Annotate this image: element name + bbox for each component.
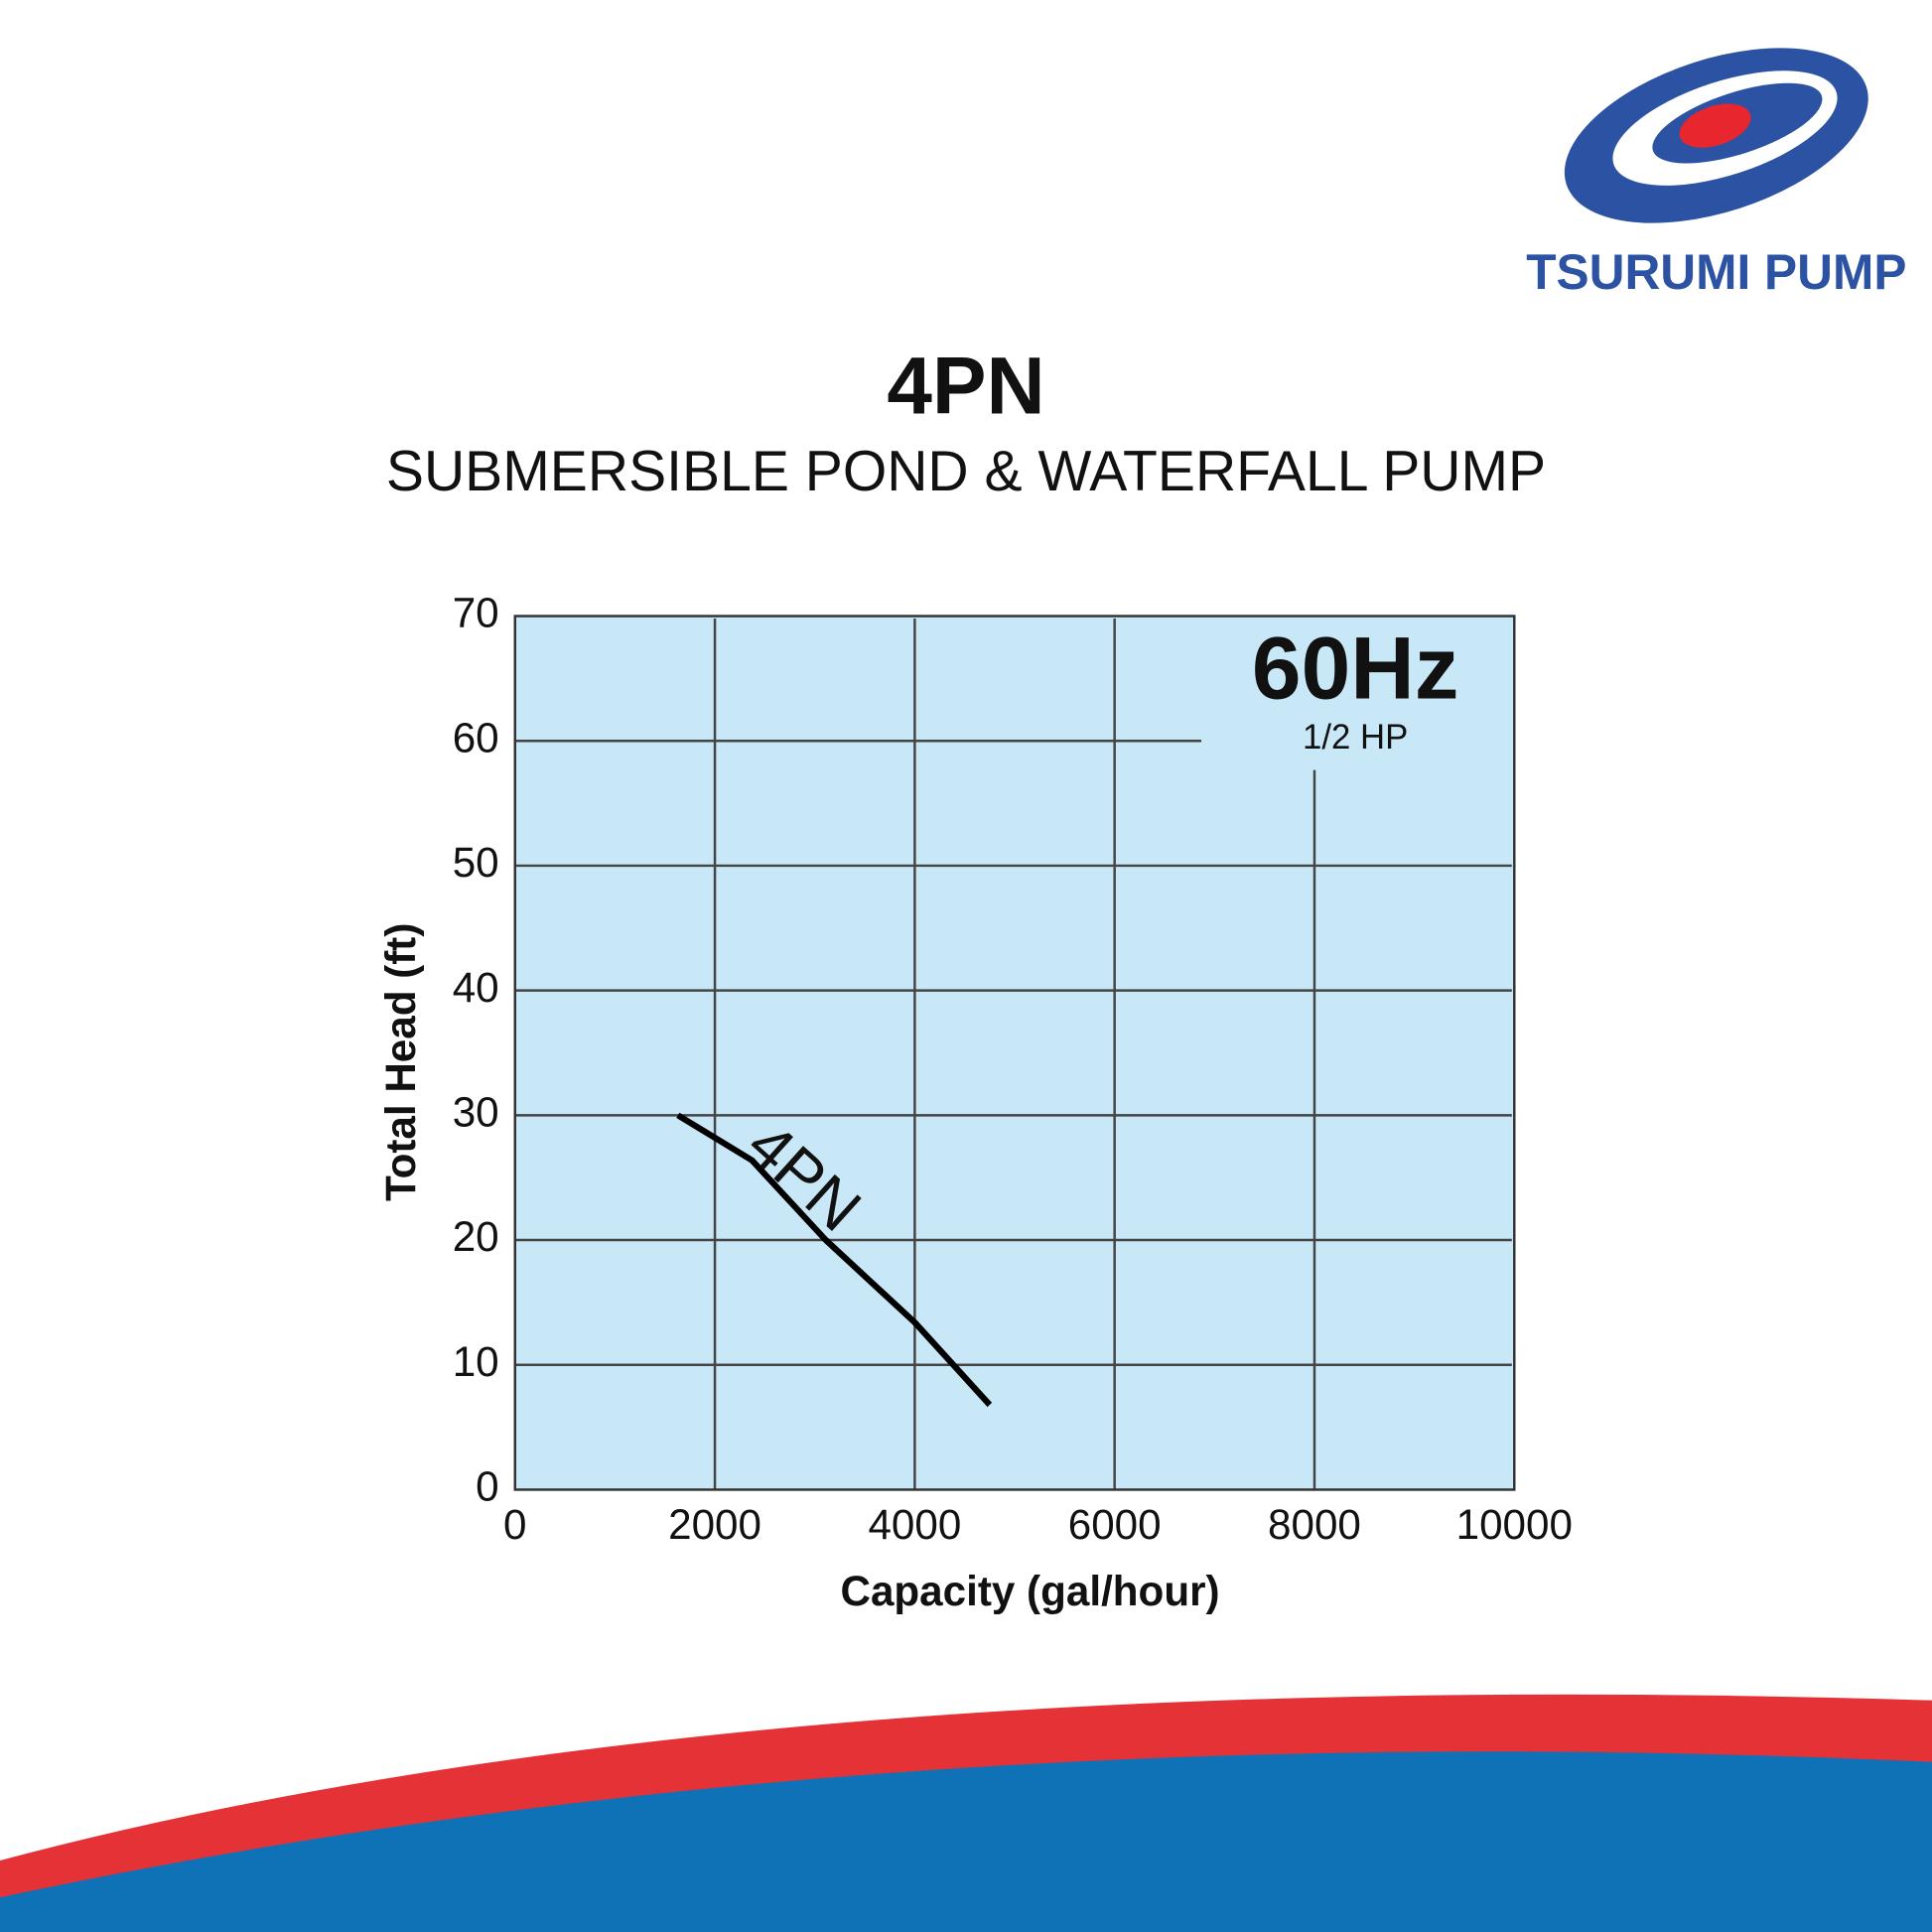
y-tick-label: 60	[453, 714, 499, 760]
x-tick-label: 6000	[1068, 1501, 1162, 1548]
x-axis-label: Capacity (gal/hour)	[840, 1568, 1219, 1614]
annotation: 1/2 HP	[1303, 719, 1408, 757]
x-tick-label: 8000	[1268, 1501, 1361, 1548]
x-tick-label: 4000	[868, 1501, 961, 1548]
x-tick-label: 0	[503, 1501, 526, 1548]
y-tick-label: 70	[453, 590, 499, 636]
x-tick-label: 10000	[1456, 1501, 1573, 1548]
y-tick-label: 0	[476, 1463, 498, 1510]
curve	[676, 1112, 993, 1408]
y-tick-label: 30	[453, 1088, 499, 1135]
brand-name: TSURUMI PUMP	[1526, 244, 1906, 300]
y-tick-label: 20	[453, 1213, 499, 1260]
chart-title: 4PN	[887, 341, 1044, 431]
y-axis-label: Total Head (ft)	[377, 923, 424, 1201]
plot-frame	[513, 615, 1516, 1491]
y-tick-label: 10	[453, 1338, 499, 1385]
wave-blue	[0, 1751, 1932, 1932]
y-tick-label: 50	[453, 839, 499, 886]
plot-background	[514, 616, 1515, 1490]
logo: TSURUMI PUMP	[1526, 48, 1906, 300]
x-tick-label: 2000	[668, 1501, 761, 1548]
annotation: 60Hz	[1252, 619, 1459, 718]
chart-subtitle: SUBMERSIBLE POND & WATERFALL PUMP	[386, 440, 1546, 503]
y-tick-label: 40	[453, 964, 499, 1011]
